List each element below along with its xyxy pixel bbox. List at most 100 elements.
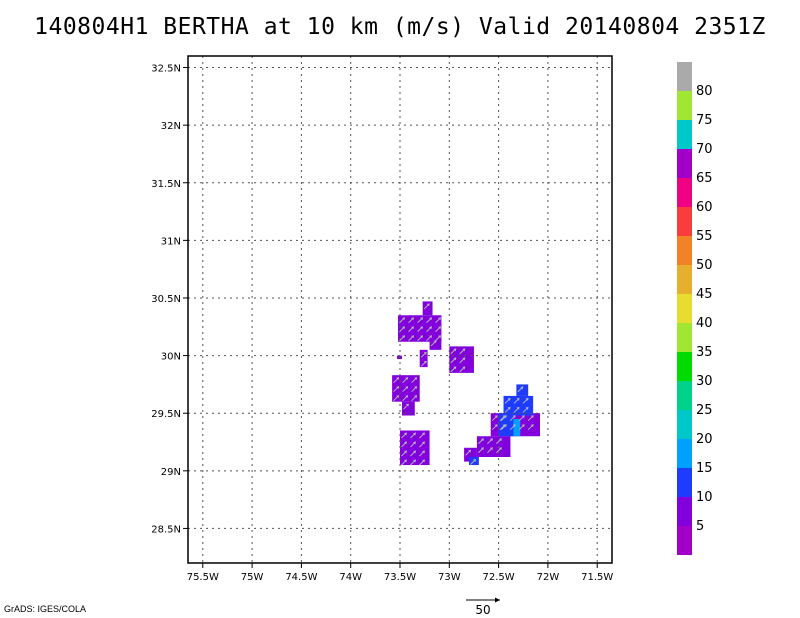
wind-vector-14 [435, 335, 442, 342]
wind-cell-0 [398, 315, 442, 342]
wind-vector-44 [419, 441, 425, 448]
wind-vector-15 [423, 303, 430, 310]
y-tick-label-8: 32.5N [151, 64, 181, 75]
wind-cell-10 [476, 436, 511, 457]
wind-vector-8 [417, 335, 424, 342]
colorbar-segment-7 [677, 323, 692, 352]
wind-vector-66 [513, 397, 520, 404]
colorbar-segment-14 [677, 120, 692, 149]
wind-vector-64 [504, 397, 511, 404]
wind-cell-13 [516, 384, 529, 396]
wind-vector-72 [499, 424, 506, 431]
wind-vector-54 [518, 424, 525, 431]
colorbar-segment-11 [677, 207, 692, 236]
colorbar-label-4: 25 [696, 403, 713, 418]
wind-vector-70 [517, 386, 524, 393]
wind-vector-24 [459, 366, 466, 373]
wind-vector-16 [430, 340, 437, 347]
x-tick-label-3: 74W [339, 572, 362, 583]
colorbar-label-3: 20 [696, 432, 713, 447]
colorbar-segment-4 [677, 410, 692, 439]
map-title: 140804H1 BERTHA at 10 km (m/s) Valid 201… [34, 14, 766, 40]
wind-vector-67 [513, 406, 520, 413]
colorbar-segment-1 [677, 497, 692, 526]
wind-cell-3 [419, 349, 428, 368]
y-tick-label-0: 28.5N [151, 524, 181, 535]
wind-vector-26 [393, 386, 400, 393]
wind-vector-2 [399, 335, 406, 342]
wind-vector-59 [487, 438, 493, 445]
colorbar-segment-5 [677, 381, 692, 410]
wind-vector-68 [522, 397, 529, 404]
wind-cell-1 [422, 301, 433, 316]
x-tick-label-6: 72.5W [483, 572, 515, 583]
y-tick-label-1: 29N [161, 467, 181, 478]
colorbar-segment-16 [677, 62, 692, 91]
wind-vector-30 [402, 395, 409, 402]
y-tick-label-5: 31N [161, 236, 181, 247]
colorbar-segment-6 [677, 352, 692, 381]
x-tick-label-5: 73W [438, 572, 461, 583]
x-tick-label-8: 71.5W [581, 572, 613, 583]
wind-vector-71 [499, 415, 506, 422]
colorbar-segment-9 [677, 265, 692, 294]
wind-vector-52 [509, 424, 516, 431]
y-tick-label-6: 31.5N [151, 179, 181, 190]
x-tick-label-1: 75W [241, 572, 264, 583]
wind-vector-9 [426, 317, 433, 324]
y-axis-ticks: 28.5N 29N 29.5N 30N 30.5N 31N 31.5N 32N 32.5N [151, 64, 188, 535]
wind-vector-7 [417, 326, 424, 333]
wind-vector-12 [435, 317, 442, 324]
wind-vector-46 [419, 459, 425, 466]
wind-vector-58 [478, 447, 484, 454]
colorbar-segment-10 [677, 236, 692, 265]
wind-vector-13 [435, 326, 442, 333]
wind-vector-22 [459, 348, 466, 355]
wind-vector-38 [401, 459, 407, 466]
wind-vector-56 [527, 424, 534, 431]
colorbar-label-0: 5 [696, 519, 704, 534]
wind-vector-73 [470, 458, 477, 465]
colorbar-label-2: 15 [696, 461, 713, 476]
wind-cell-7 [401, 401, 415, 416]
wind-vector-0 [399, 317, 406, 324]
wind-vector-47 [491, 415, 498, 422]
y-tick-label-4: 30.5N [151, 294, 181, 305]
colorbar-label-15: 80 [696, 84, 713, 99]
y-tick-label-7: 32N [161, 121, 181, 132]
colorbar-label-8: 45 [696, 287, 713, 302]
colorbar-label-11: 60 [696, 200, 713, 215]
wind-vector-45 [419, 450, 425, 457]
wind-vector-43 [419, 432, 425, 439]
grid-lines [188, 56, 612, 563]
wind-vector-28 [402, 377, 409, 384]
wind-vector-48 [491, 424, 498, 431]
wind-vector-69 [522, 406, 529, 413]
wind-vector-17 [420, 351, 427, 358]
wind-cell-8 [400, 430, 430, 466]
wind-vector-23 [459, 357, 466, 364]
y-tick-label-3: 30N [161, 352, 181, 363]
wind-vector-55 [527, 415, 534, 422]
colorbar: 5 10 15 20 25 30 35 40 45 50 55 60 65 70 75 80 [677, 62, 713, 555]
wind-vector-6 [417, 317, 424, 324]
colorbar-segment-3 [677, 439, 692, 468]
colorbar-label-13: 70 [696, 142, 713, 157]
wind-vector-20 [450, 357, 457, 364]
colorbar-label-7: 40 [696, 316, 713, 331]
wind-vectors [393, 303, 534, 466]
reference-vector: 50 [466, 597, 500, 617]
wind-cells [392, 301, 541, 466]
wind-vector-40 [410, 441, 416, 448]
wind-vector-33 [411, 395, 418, 402]
wind-vector-4 [408, 326, 415, 333]
wind-vector-18 [420, 360, 427, 367]
wind-vector-21 [450, 366, 457, 373]
wind-vector-19 [450, 348, 457, 355]
wind-vector-3 [408, 317, 415, 324]
x-tick-label-0: 75.5W [187, 572, 219, 583]
wind-vector-42 [410, 459, 416, 466]
wind-vector-5 [408, 335, 415, 342]
wind-cell-4 [449, 346, 474, 373]
colorbar-segment-0 [677, 526, 692, 555]
